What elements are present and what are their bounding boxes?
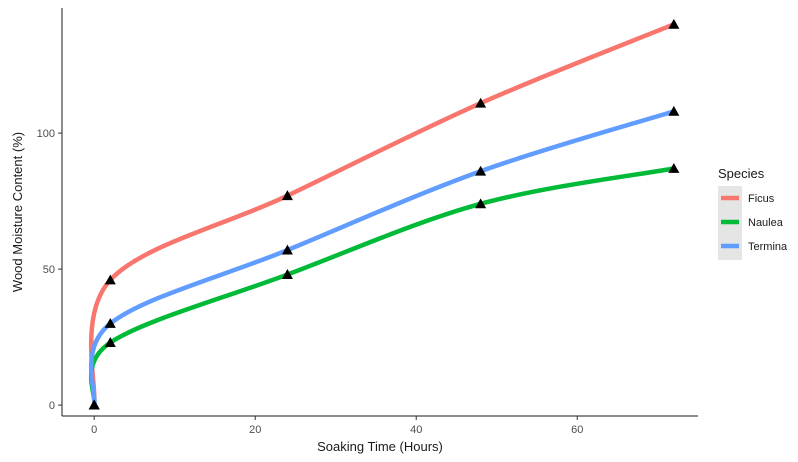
legend: Species Ficus Naulea Termina [718,166,788,260]
y-axis-title: Wood Moisture Content (%) [10,132,25,292]
y-tick-label: 100 [37,128,55,140]
y-tick-label: 50 [43,264,55,276]
data-point-termina [104,318,116,328]
legend-title: Species [718,166,765,181]
data-point-ficus [104,274,116,285]
legend-items: Ficus Naulea Termina [721,193,788,253]
data-point-naulea [281,269,293,279]
legend-label-termina: Termina [748,241,788,253]
data-point-ficus [475,97,487,108]
data-point-naulea [475,198,487,209]
data-point-ficus [668,18,680,29]
x-tick-label: 60 [571,424,583,436]
plot-lines [88,22,677,408]
x-tick-label: 20 [249,424,261,436]
y-tick-label: 0 [49,400,55,412]
x-axis-title: Soaking Time (Hours) [317,439,443,454]
x-tick-label: 0 [91,424,97,436]
series-line-ficus [88,22,677,408]
data-point-naulea [668,162,680,173]
legend-label-naulea: Naulea [748,217,784,229]
data-point-naulea [104,337,116,347]
legend-label-ficus: Ficus [748,193,775,205]
x-tick-label: 40 [410,424,422,436]
x-ticks: 0 20 40 60 [91,416,583,436]
data-point-termina [668,105,680,116]
plot-points [88,18,680,410]
data-point-ficus [281,190,293,201]
data-point-termina [475,165,487,176]
series-line-naulea [88,166,677,408]
y-ticks: 0 50 100 [37,128,62,412]
series-line-termina [88,109,677,408]
data-point-termina [88,399,100,410]
data-point-termina [281,244,293,255]
